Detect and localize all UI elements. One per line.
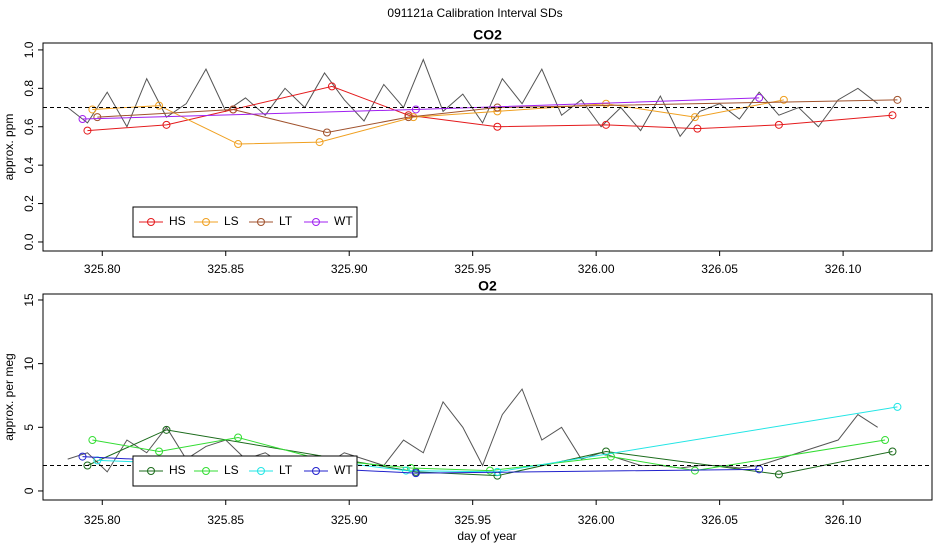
data-point bbox=[162, 425, 171, 434]
plot-border bbox=[42, 293, 933, 501]
x-tick-label: 326.10 bbox=[825, 262, 862, 276]
y-tick-label: 0.8 bbox=[22, 80, 36, 97]
x-tick-label: 325.85 bbox=[207, 262, 244, 276]
y-tick-label: 1.0 bbox=[22, 41, 36, 58]
legend-marker bbox=[202, 467, 210, 475]
data-point bbox=[485, 466, 494, 475]
y-axis-label: approx. ppm bbox=[2, 114, 16, 181]
y-tick-label: 0.4 bbox=[22, 156, 36, 173]
x-tick-label: 325.90 bbox=[331, 513, 368, 527]
x-tick-label: 325.80 bbox=[84, 513, 121, 527]
data-point bbox=[93, 113, 102, 122]
y-tick-label: 0.0 bbox=[22, 233, 36, 250]
data-point bbox=[602, 447, 611, 456]
legend-label: HS bbox=[169, 463, 186, 477]
data-point bbox=[229, 105, 238, 114]
x-tick-label: 326.00 bbox=[578, 513, 615, 527]
x-tick-label: 326.05 bbox=[701, 513, 738, 527]
y-tick-label: 0.6 bbox=[22, 118, 36, 135]
data-point bbox=[322, 128, 331, 137]
data-point bbox=[327, 82, 336, 91]
legend-label: HS bbox=[169, 214, 186, 228]
y-tick-label: 5 bbox=[22, 424, 36, 431]
data-point bbox=[78, 452, 87, 461]
data-point bbox=[155, 447, 164, 456]
series-line bbox=[87, 85, 893, 132]
x-tick-label: 325.95 bbox=[454, 262, 491, 276]
data-point bbox=[493, 122, 502, 131]
data-point bbox=[411, 469, 420, 478]
legend-label: LS bbox=[224, 463, 239, 477]
page-title: 091121a Calibration Interval SDs bbox=[387, 6, 562, 20]
x-tick-label: 326.10 bbox=[825, 513, 862, 527]
data-point bbox=[693, 124, 702, 133]
legend-marker bbox=[312, 467, 320, 475]
data-point bbox=[888, 447, 897, 456]
x-axis-label: day of year bbox=[457, 529, 516, 543]
plot-area bbox=[67, 58, 902, 149]
data-point bbox=[779, 95, 788, 104]
legend-marker bbox=[147, 218, 155, 226]
data-point bbox=[78, 115, 87, 124]
legend-marker bbox=[202, 218, 210, 226]
panel-title: O2 bbox=[478, 278, 497, 294]
legend-label: LS bbox=[224, 214, 239, 228]
data-point bbox=[83, 126, 92, 135]
data-point bbox=[411, 105, 420, 114]
data-point bbox=[88, 436, 97, 445]
y-axis-label: approx. per meg bbox=[2, 353, 16, 440]
data-point bbox=[774, 470, 783, 479]
y-tick-label: 0.2 bbox=[22, 195, 36, 212]
y-tick-label: 15 bbox=[22, 293, 36, 307]
data-point bbox=[893, 402, 902, 411]
x-tick-label: 325.80 bbox=[84, 262, 121, 276]
data-point bbox=[162, 120, 171, 129]
data-point bbox=[690, 466, 699, 475]
legend-marker bbox=[257, 467, 265, 475]
panel-title: CO2 bbox=[473, 27, 502, 43]
y-tick-label: 10 bbox=[22, 357, 36, 371]
data-point bbox=[602, 120, 611, 129]
data-point bbox=[315, 138, 324, 147]
y-tick-label: 0 bbox=[22, 487, 36, 494]
data-point bbox=[155, 101, 164, 110]
x-tick-label: 325.85 bbox=[207, 513, 244, 527]
data-point bbox=[83, 461, 92, 470]
trace-line bbox=[67, 388, 878, 473]
data-point bbox=[88, 105, 97, 114]
data-point bbox=[234, 140, 243, 149]
data-point bbox=[406, 464, 415, 473]
legend-label: WT bbox=[334, 214, 353, 228]
plot-area bbox=[67, 388, 902, 480]
legend-label: LT bbox=[279, 463, 293, 477]
legend-marker bbox=[257, 218, 265, 226]
data-point bbox=[404, 113, 413, 122]
legend-label: WT bbox=[334, 463, 353, 477]
series-line bbox=[92, 99, 784, 145]
data-point bbox=[690, 113, 699, 122]
x-tick-label: 326.05 bbox=[701, 262, 738, 276]
legend-marker bbox=[312, 218, 320, 226]
x-tick-label: 325.95 bbox=[454, 513, 491, 527]
x-tick-label: 326.00 bbox=[578, 262, 615, 276]
legend-label: LT bbox=[279, 214, 293, 228]
series-line bbox=[97, 99, 898, 134]
data-point bbox=[234, 433, 243, 442]
data-point bbox=[881, 436, 890, 445]
data-point bbox=[888, 111, 897, 120]
data-point bbox=[893, 95, 902, 104]
data-point bbox=[774, 120, 783, 129]
data-point bbox=[402, 466, 411, 475]
legend-marker bbox=[147, 467, 155, 475]
data-point bbox=[755, 93, 764, 102]
trace-line bbox=[67, 58, 878, 138]
x-tick-label: 325.90 bbox=[331, 262, 368, 276]
plot-border bbox=[42, 42, 933, 252]
series-line bbox=[82, 97, 760, 120]
